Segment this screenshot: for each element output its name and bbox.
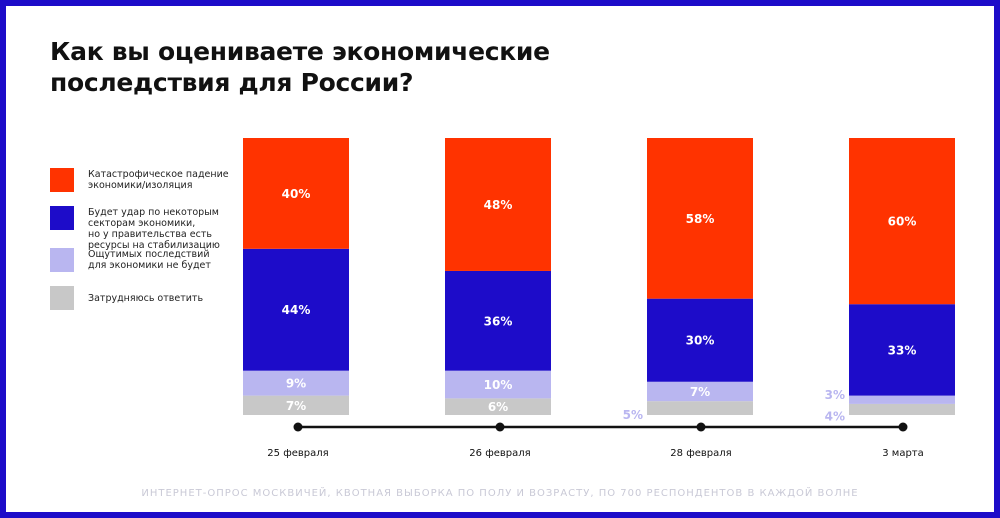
bar-segment-catastrophic (445, 138, 551, 271)
bar-segment-no-consequences (445, 370, 551, 399)
bar-segment-catastrophic (243, 138, 349, 249)
legend-swatch-partial-damage (50, 206, 74, 230)
bar-segment-no-consequences (849, 395, 955, 404)
data-label-partial-damage: 33% (888, 343, 917, 357)
x-tick-label: 28 февраля (670, 448, 731, 459)
legend-swatch-no-consequences (50, 248, 74, 272)
bar-segment-catastrophic (849, 138, 955, 305)
survey-footnote: ИНТЕРНЕТ-ОПРОС МОСКВИЧЕЙ, КВОТНАЯ ВЫБОРК… (141, 488, 859, 499)
legend-item-catastrophic: Катастрофическое падение экономики/изоля… (50, 168, 258, 192)
legend-label-partial-damage: Будет удар по некоторым секторам экономи… (88, 207, 220, 251)
bar-segment-catastrophic (647, 138, 753, 299)
bar-segment-undecided (647, 401, 753, 415)
data-label-undecided: 7% (286, 399, 306, 413)
data-label-no-consequences: 7% (690, 385, 710, 399)
data-label-partial-damage: 36% (484, 314, 513, 328)
bar-segment-undecided (243, 395, 349, 415)
legend-item-partial-damage: Будет удар по некоторым секторам экономи… (50, 206, 258, 251)
bar-segment-partial-damage (445, 270, 551, 371)
bar-segment-partial-damage (849, 304, 955, 396)
data-label-undecided: 5% (623, 408, 643, 422)
stacked-bar-chart: 7% 9% 44% 40% 6% 10% 36% 48% 5% 7% 30% 58% 4% 3% 33% 60… (243, 138, 955, 459)
timeline-marker (696, 422, 706, 432)
data-label-catastrophic: 60% (888, 215, 917, 229)
bar-segment-undecided (445, 398, 551, 415)
legend-label-catastrophic: Катастрофическое падение экономики/изоля… (88, 169, 229, 191)
legend-label-undecided: Затрудняюсь ответить (88, 293, 204, 304)
data-label-catastrophic: 58% (686, 212, 715, 226)
data-label-catastrophic: 48% (484, 198, 513, 212)
timeline-marker (293, 422, 303, 432)
legend-item-no-consequences: Ощутимых последствий для экономики не бу… (50, 248, 258, 272)
timeline-marker (495, 422, 505, 432)
bar-segment-no-consequences (647, 381, 753, 402)
timeline-marker (898, 422, 908, 432)
bar-segment-undecided (849, 403, 955, 415)
bar-segment-partial-damage (243, 248, 349, 371)
legend-swatch-undecided (50, 286, 74, 310)
x-tick-label: 26 февраля (469, 448, 530, 459)
data-label-catastrophic: 40% (282, 187, 311, 201)
data-label-undecided: 4% (825, 409, 845, 423)
data-label-partial-damage: 30% (686, 334, 715, 348)
page-title: Как вы оцениваете экономические последст… (50, 37, 550, 97)
x-tick-label: 25 февраля (267, 448, 328, 459)
legend-swatch-catastrophic (50, 168, 74, 192)
data-label-no-consequences: 3% (825, 388, 845, 402)
data-label-no-consequences: 9% (286, 377, 306, 391)
bar-segment-no-consequences (243, 370, 349, 396)
legend-label-no-consequences: Ощутимых последствий для экономики не бу… (88, 249, 211, 271)
bar-segment-partial-damage (647, 298, 753, 382)
data-label-partial-damage: 44% (282, 303, 311, 317)
legend-item-undecided: Затрудняюсь ответить (50, 286, 258, 310)
data-label-no-consequences: 10% (484, 378, 513, 392)
x-tick-label: 3 марта (882, 448, 924, 459)
data-label-undecided: 6% (488, 400, 508, 414)
